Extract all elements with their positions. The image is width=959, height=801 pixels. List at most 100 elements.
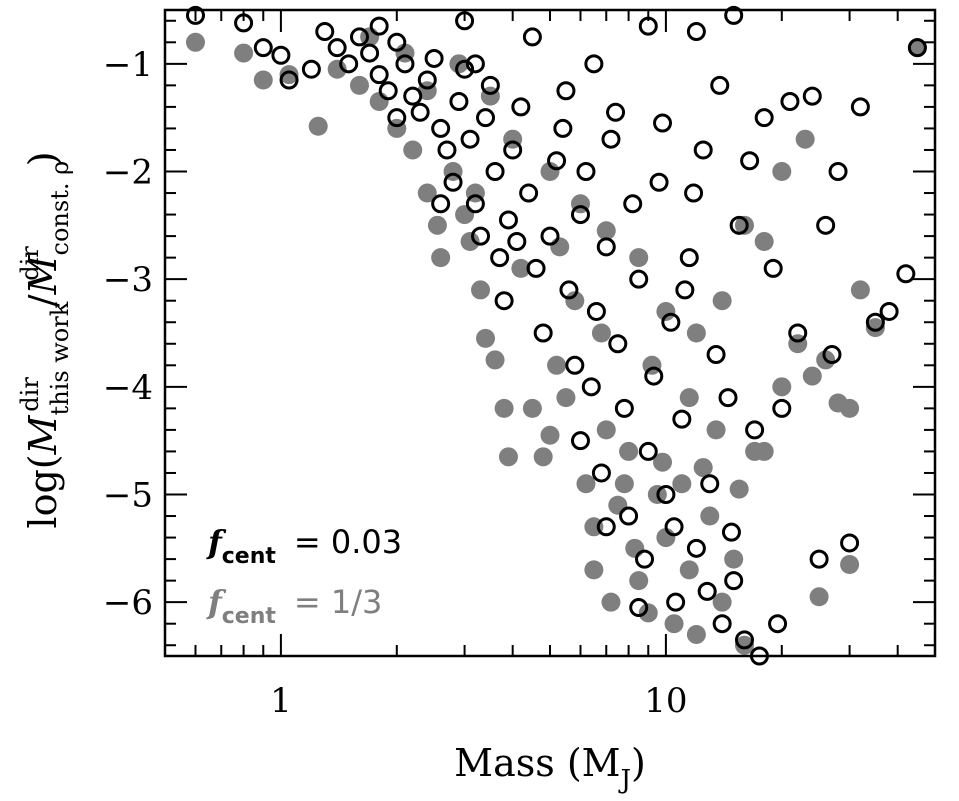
filled-point-45 bbox=[724, 549, 744, 569]
open-point-48 bbox=[596, 237, 616, 257]
filled-point-36 bbox=[638, 603, 658, 623]
open-point-62 bbox=[672, 409, 692, 429]
open-point-98 bbox=[465, 54, 485, 74]
open-point-69 bbox=[718, 388, 738, 408]
filled-point-3 bbox=[279, 65, 299, 85]
filled-point-1 bbox=[234, 43, 254, 63]
open-point-33 bbox=[503, 140, 523, 160]
open-point-13 bbox=[387, 32, 407, 52]
open-point-94 bbox=[724, 5, 744, 25]
filled-point-42 bbox=[686, 624, 706, 644]
filled-point-30 bbox=[596, 420, 616, 440]
open-point-29 bbox=[485, 162, 505, 181]
open-point-58 bbox=[649, 172, 669, 192]
x-axis-ticks: 1 10 bbox=[164, 10, 936, 721]
filled-point-84 bbox=[729, 479, 749, 499]
filled-point-21 bbox=[522, 398, 542, 418]
open-point-64 bbox=[686, 538, 706, 558]
filled-point-65 bbox=[629, 248, 649, 268]
open-point-26 bbox=[471, 226, 491, 246]
x-axis-label: Mass (MJ) bbox=[454, 741, 646, 795]
open-point-73 bbox=[745, 420, 765, 440]
open-point-27 bbox=[476, 108, 496, 128]
open-point-42 bbox=[565, 355, 585, 375]
open-point-32 bbox=[498, 210, 518, 230]
filled-point-35 bbox=[629, 571, 649, 591]
open-point-5 bbox=[301, 59, 321, 79]
filled-point-72 bbox=[795, 129, 815, 149]
open-point-2 bbox=[253, 38, 273, 58]
filled-point-29 bbox=[584, 560, 604, 580]
filled-point-52 bbox=[809, 587, 829, 607]
open-point-97 bbox=[431, 194, 451, 214]
filled-point-67 bbox=[686, 323, 706, 343]
open-point-100 bbox=[556, 81, 576, 101]
filled-point-69 bbox=[734, 215, 754, 235]
open-point-91 bbox=[584, 54, 604, 74]
open-point-110 bbox=[697, 581, 717, 601]
open-point-85 bbox=[865, 312, 885, 332]
open-point-0 bbox=[185, 5, 205, 25]
open-point-90 bbox=[522, 27, 542, 47]
open-point-53 bbox=[623, 194, 643, 214]
y-tick-label-5: −6 bbox=[103, 583, 153, 623]
y-tick-label-0: −1 bbox=[103, 45, 153, 85]
filled-point-81 bbox=[614, 474, 634, 494]
open-point-76 bbox=[772, 398, 792, 418]
open-point-47 bbox=[591, 463, 611, 483]
x-tick-label-0: 1 bbox=[270, 681, 292, 721]
open-point-55 bbox=[635, 549, 655, 569]
open-point-57 bbox=[644, 366, 664, 386]
open-point-102 bbox=[653, 113, 673, 133]
open-point-44 bbox=[576, 162, 596, 181]
filled-point-33 bbox=[619, 441, 639, 461]
open-point-8 bbox=[339, 54, 359, 74]
open-point-87 bbox=[896, 264, 916, 284]
open-point-113 bbox=[675, 280, 695, 300]
filled-point-70 bbox=[754, 231, 774, 251]
open-point-4 bbox=[279, 70, 299, 90]
filled-point-19 bbox=[494, 398, 514, 418]
open-point-86 bbox=[879, 301, 899, 321]
open-point-96 bbox=[369, 16, 389, 36]
open-point-83 bbox=[840, 533, 860, 553]
filled-point-56 bbox=[840, 398, 860, 418]
open-point-72 bbox=[734, 630, 754, 650]
filled-point-6 bbox=[349, 75, 369, 95]
open-point-106 bbox=[780, 92, 800, 112]
open-series-points bbox=[185, 5, 927, 666]
open-point-12 bbox=[378, 81, 398, 101]
open-point-84 bbox=[850, 97, 870, 117]
filled-point-79 bbox=[679, 388, 699, 408]
filled-point-18 bbox=[485, 350, 505, 370]
filled-point-39 bbox=[664, 614, 684, 634]
open-point-104 bbox=[710, 75, 730, 95]
open-point-31 bbox=[494, 291, 514, 311]
filled-point-76 bbox=[550, 237, 570, 257]
open-point-101 bbox=[606, 102, 626, 122]
filled-point-40 bbox=[672, 474, 692, 494]
filled-point-41 bbox=[679, 560, 699, 580]
y-axis-label: log(Mthis workdir/Mconst. ρdir) bbox=[16, 151, 74, 528]
open-point-54 bbox=[629, 269, 649, 289]
open-point-39 bbox=[547, 151, 567, 171]
open-point-24 bbox=[460, 129, 480, 149]
filled-point-11 bbox=[427, 215, 447, 235]
filled-point-75 bbox=[511, 258, 531, 278]
filled-point-4 bbox=[308, 116, 328, 136]
filled-point-7 bbox=[369, 92, 389, 112]
open-point-50 bbox=[608, 334, 628, 354]
open-point-82 bbox=[828, 162, 848, 181]
open-point-111 bbox=[721, 522, 741, 542]
open-point-22 bbox=[449, 92, 469, 112]
open-point-70 bbox=[724, 571, 744, 591]
open-point-95 bbox=[387, 108, 407, 128]
filled-point-71 bbox=[772, 162, 792, 181]
open-point-51 bbox=[614, 398, 634, 418]
filled-point-2 bbox=[253, 70, 273, 90]
filled-point-20 bbox=[498, 447, 518, 467]
filled-point-43 bbox=[700, 506, 720, 526]
open-point-18 bbox=[424, 48, 444, 68]
y-axis-ticks: −1 −2 −3 −4 −5 −6 bbox=[103, 19, 935, 647]
open-point-7 bbox=[327, 38, 347, 58]
